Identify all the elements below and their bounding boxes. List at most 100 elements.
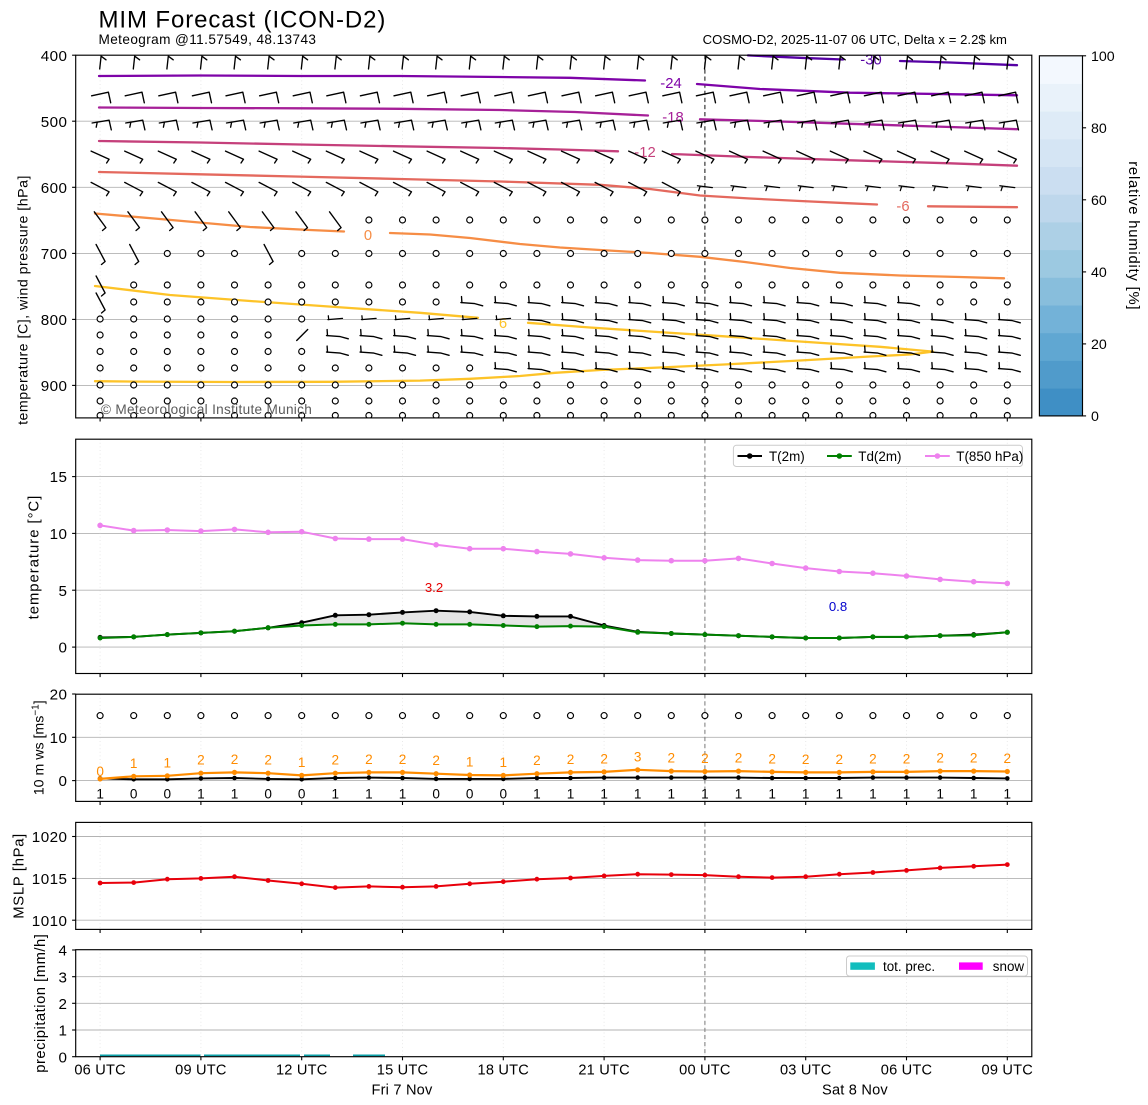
svg-text:COSMO-D2, 2025-11-07 06 UTC, D: COSMO-D2, 2025-11-07 06 UTC, Delta x = 2…	[703, 32, 1007, 47]
svg-text:1: 1	[936, 787, 944, 802]
svg-text:T(2m): T(2m)	[769, 449, 805, 464]
svg-text:1: 1	[970, 787, 978, 802]
svg-text:0: 0	[298, 787, 306, 802]
svg-text:1: 1	[668, 787, 676, 802]
svg-text:15: 15	[50, 469, 68, 486]
svg-text:1: 1	[332, 787, 340, 802]
svg-text:1: 1	[298, 755, 306, 770]
svg-text:1: 1	[869, 787, 877, 802]
svg-text:2: 2	[668, 751, 676, 766]
svg-text:temperature [°C]: temperature [°C]	[27, 495, 43, 620]
svg-text:12 UTC: 12 UTC	[276, 1063, 327, 1079]
svg-text:1: 1	[365, 787, 373, 802]
svg-text:0: 0	[58, 640, 67, 657]
svg-text:2: 2	[332, 753, 340, 768]
svg-text:Td(2m): Td(2m)	[858, 449, 901, 464]
svg-text:2: 2	[432, 753, 440, 768]
svg-text:0: 0	[58, 1049, 67, 1066]
svg-text:1: 1	[802, 787, 810, 802]
svg-text:3: 3	[58, 969, 67, 986]
svg-text:00 UTC: 00 UTC	[679, 1063, 730, 1079]
svg-text:700: 700	[41, 246, 68, 263]
svg-text:2: 2	[58, 996, 67, 1013]
svg-text:09 UTC: 09 UTC	[982, 1063, 1033, 1079]
svg-text:1: 1	[836, 787, 844, 802]
svg-text:6: 6	[499, 316, 507, 332]
svg-text:1: 1	[567, 787, 575, 802]
svg-text:3: 3	[634, 749, 642, 764]
svg-text:20: 20	[50, 687, 68, 704]
svg-text:40: 40	[1091, 265, 1107, 281]
svg-text:1: 1	[197, 787, 205, 802]
svg-text:-12: -12	[634, 145, 655, 161]
svg-text:1: 1	[399, 787, 407, 802]
svg-text:0: 0	[264, 787, 272, 802]
svg-text:80: 80	[1091, 121, 1107, 137]
svg-text:1015: 1015	[32, 871, 68, 888]
svg-text:2: 2	[903, 751, 911, 766]
svg-text:2: 2	[936, 751, 944, 766]
svg-text:2: 2	[1004, 751, 1012, 766]
svg-text:MSLP [hPa]: MSLP [hPa]	[12, 833, 28, 919]
svg-text:1: 1	[1004, 787, 1012, 802]
svg-text:1: 1	[58, 1023, 67, 1040]
svg-text:1: 1	[130, 756, 138, 771]
svg-text:2: 2	[970, 751, 978, 766]
svg-text:1: 1	[735, 787, 743, 802]
svg-text:900: 900	[41, 378, 68, 395]
svg-text:18 UTC: 18 UTC	[478, 1063, 529, 1079]
svg-text:-6: -6	[896, 199, 909, 215]
svg-text:precipitation [mm/h]: precipitation [mm/h]	[33, 934, 49, 1073]
svg-text:06 UTC: 06 UTC	[881, 1063, 932, 1079]
svg-text:1: 1	[533, 787, 541, 802]
svg-text:Sat 8 Nov: Sat 8 Nov	[822, 1083, 888, 1099]
svg-text:1: 1	[768, 787, 776, 802]
svg-text:10: 10	[50, 730, 68, 747]
svg-text:snow: snow	[993, 959, 1025, 974]
svg-text:2: 2	[869, 751, 877, 766]
svg-text:0: 0	[130, 787, 138, 802]
svg-text:09 UTC: 09 UTC	[175, 1063, 226, 1079]
svg-text:Meteogram @11.57549, 48.13743: Meteogram @11.57549, 48.13743	[99, 32, 317, 47]
svg-text:2: 2	[567, 752, 575, 767]
svg-text:10 m ws [ms−1]: 10 m ws [ms−1]	[31, 700, 48, 795]
svg-text:0: 0	[96, 764, 104, 779]
svg-text:2: 2	[399, 752, 407, 767]
svg-text:60: 60	[1091, 193, 1107, 209]
svg-text:-24: -24	[660, 76, 681, 92]
svg-text:-30: -30	[860, 53, 881, 69]
svg-text:5: 5	[58, 583, 67, 600]
svg-text:100: 100	[1091, 49, 1115, 65]
svg-text:0: 0	[432, 787, 440, 802]
svg-text:2: 2	[600, 751, 608, 766]
svg-text:1010: 1010	[32, 913, 68, 930]
svg-text:1: 1	[500, 755, 508, 770]
svg-text:2: 2	[365, 752, 373, 767]
svg-text:0.8: 0.8	[829, 599, 847, 614]
svg-text:temperature [C], wind pressure: temperature [C], wind pressure [hPa]	[16, 175, 32, 425]
svg-text:2: 2	[264, 753, 272, 768]
svg-text:600: 600	[41, 180, 68, 197]
svg-text:4: 4	[58, 943, 67, 960]
svg-text:1: 1	[701, 787, 709, 802]
svg-text:2: 2	[701, 751, 709, 766]
svg-text:1: 1	[634, 787, 642, 802]
svg-text:Fri 7 Nov: Fri 7 Nov	[372, 1083, 433, 1099]
svg-text:0: 0	[164, 787, 172, 802]
svg-text:1: 1	[96, 787, 104, 802]
svg-text:2: 2	[231, 752, 239, 767]
svg-text:2: 2	[533, 753, 541, 768]
svg-text:21 UTC: 21 UTC	[578, 1063, 629, 1079]
svg-text:T(850 hPa): T(850 hPa)	[956, 449, 1023, 464]
svg-text:1: 1	[164, 755, 172, 770]
svg-text:2: 2	[735, 751, 743, 766]
svg-text:1: 1	[903, 787, 911, 802]
svg-text:800: 800	[41, 312, 68, 329]
svg-text:06 UTC: 06 UTC	[74, 1063, 125, 1079]
svg-text:2: 2	[197, 753, 205, 768]
svg-text:1020: 1020	[32, 829, 68, 846]
svg-text:0: 0	[58, 773, 67, 790]
svg-text:20: 20	[1091, 337, 1107, 353]
svg-text:15 UTC: 15 UTC	[377, 1063, 428, 1079]
svg-text:400: 400	[41, 48, 68, 65]
